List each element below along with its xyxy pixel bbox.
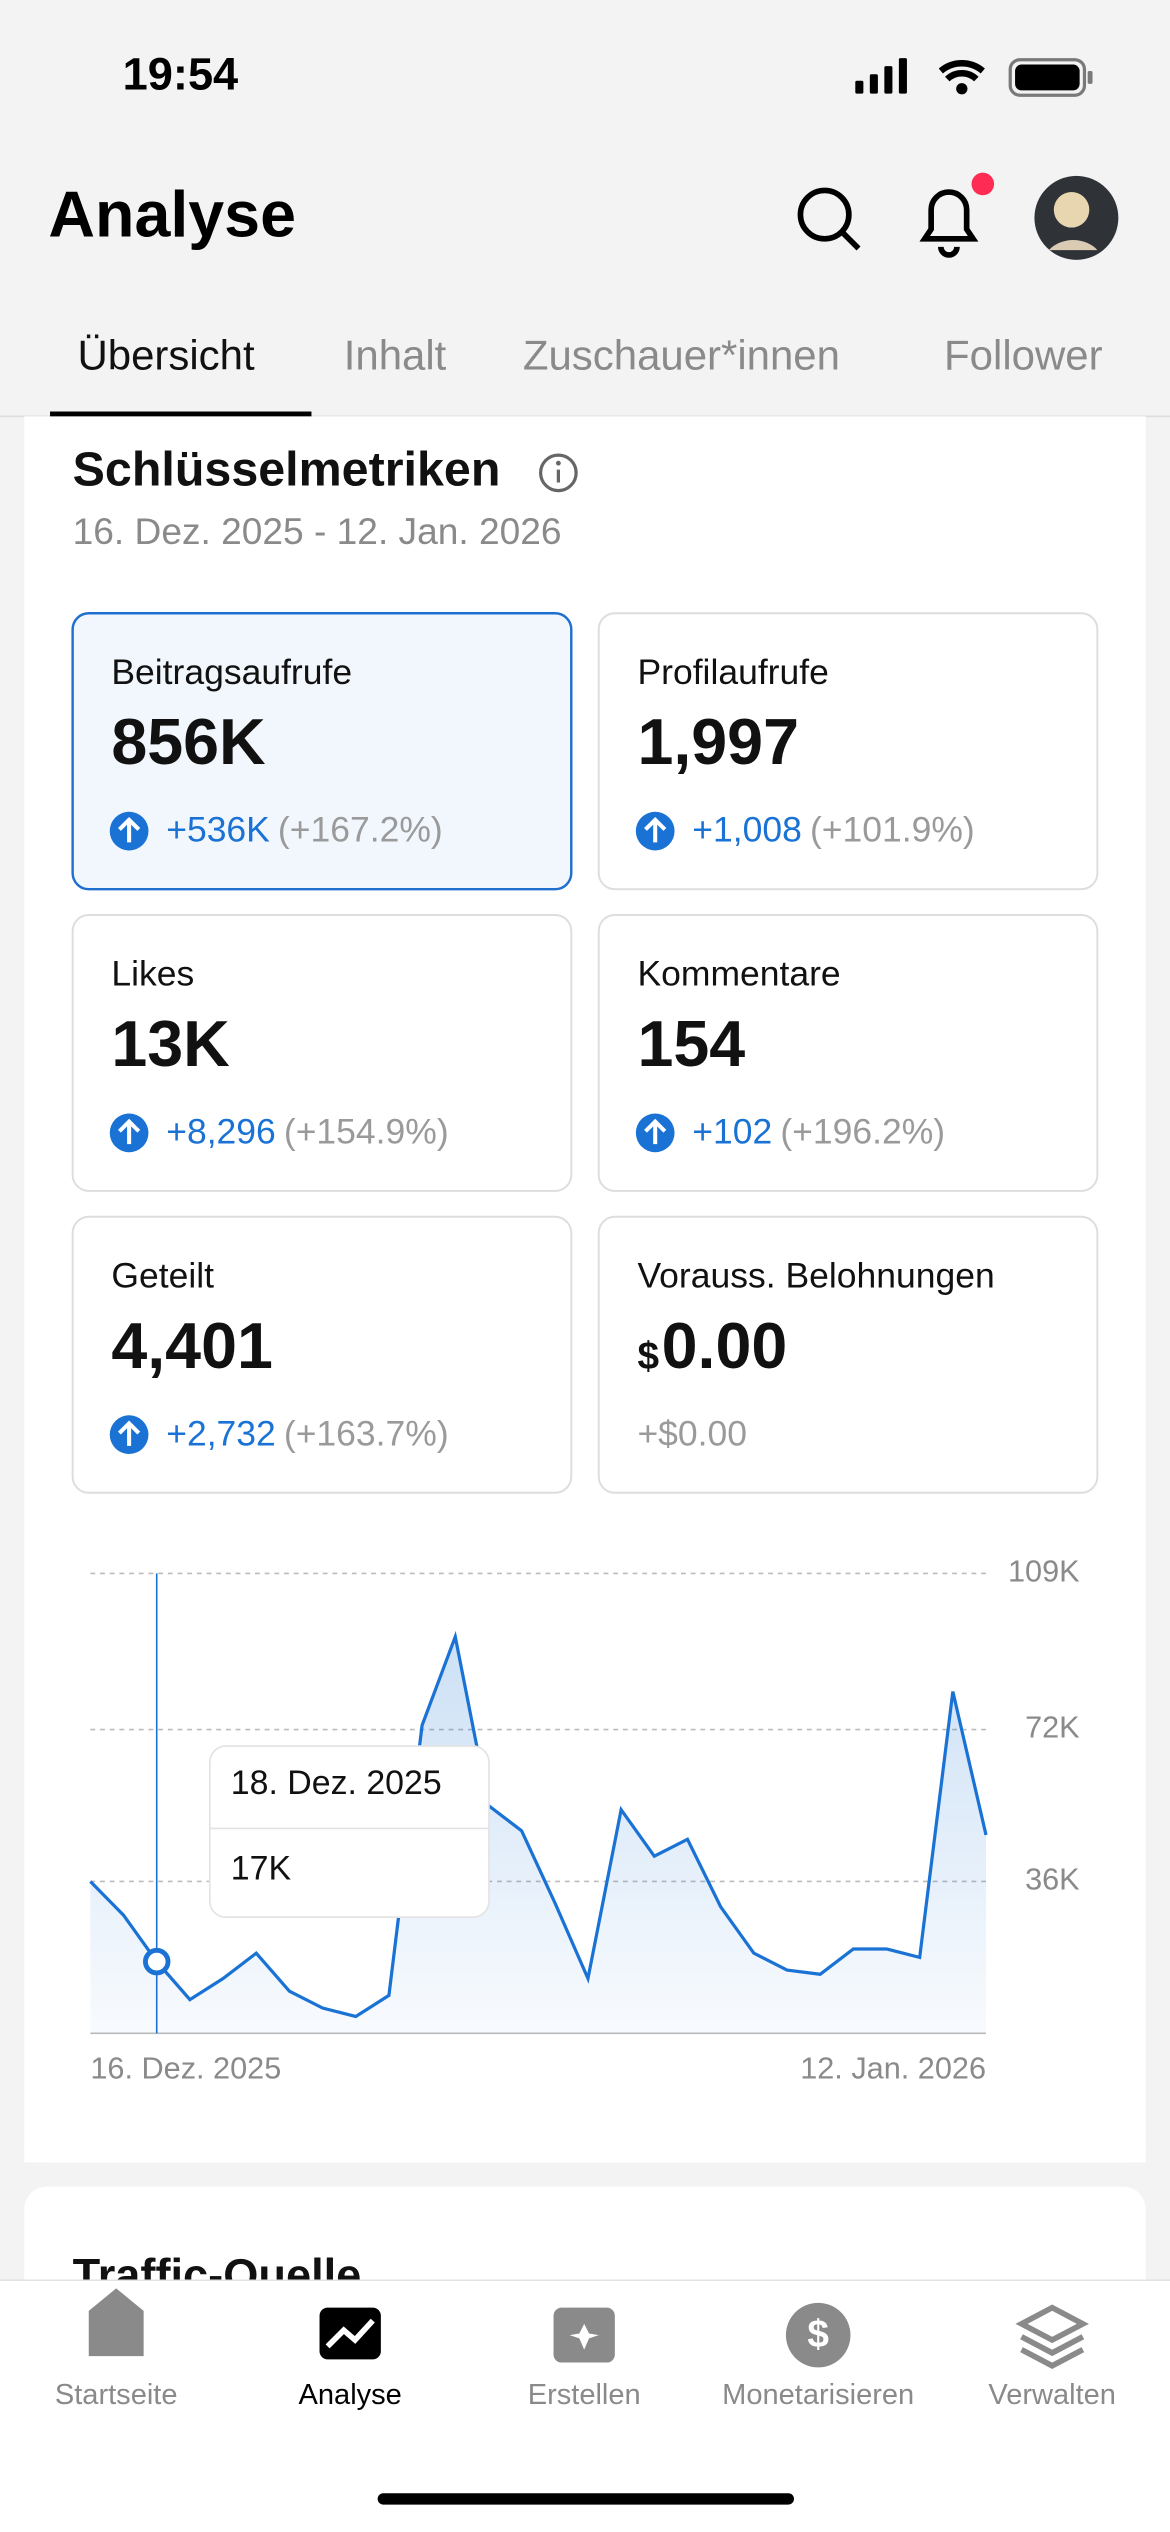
nav-label[interactable]: Verwalten xyxy=(988,2379,1115,2411)
metric-change-pct: (+154.9%) xyxy=(284,1112,449,1152)
nav-label[interactable]: Erstellen xyxy=(528,2379,641,2411)
tab[interactable]: Zuschauer*innen xyxy=(523,331,840,378)
metric-label: Geteilt xyxy=(111,1255,214,1295)
up-arrow xyxy=(644,1118,667,1145)
metric-label: Beitragsaufrufe xyxy=(111,652,352,692)
page-title: Analyse xyxy=(48,179,296,251)
up-arrow xyxy=(118,1420,141,1446)
metric-value: 4,401 xyxy=(111,1310,273,1382)
metric-change-abs: +8,296 xyxy=(166,1112,276,1152)
metric-label: Likes xyxy=(111,954,194,994)
avatar[interactable] xyxy=(1034,175,1119,260)
notification-icon[interactable] xyxy=(919,189,979,258)
metric-value: 856K xyxy=(111,706,266,778)
info-icon[interactable] xyxy=(539,453,578,493)
metric-change-abs: +1,008 xyxy=(692,810,802,850)
metric-change-abs: +536K xyxy=(166,810,270,850)
metric-card[interactable] xyxy=(597,612,1099,891)
metric-label: Vorauss. Belohnungen xyxy=(637,1255,994,1295)
metric-card[interactable] xyxy=(71,1215,573,1494)
home-indicator xyxy=(377,2493,794,2505)
metric-change: +102 (+196.2%) xyxy=(692,1112,945,1152)
metric-change-abs: +2,732 xyxy=(166,1414,276,1454)
metric-value: 154 xyxy=(637,1008,745,1080)
metric-change-pct: (+163.7%) xyxy=(284,1414,449,1454)
metric-change: +1,008 (+101.9%) xyxy=(692,810,974,850)
nav-label[interactable]: Startseite xyxy=(55,2379,178,2411)
tooltip xyxy=(208,1745,490,1918)
metric-card[interactable] xyxy=(71,914,573,1192)
search-icon[interactable] xyxy=(797,187,861,251)
tab[interactable]: Follower xyxy=(944,331,1103,378)
tab[interactable]: Übersicht xyxy=(77,331,254,378)
status-icons xyxy=(855,58,1093,97)
metric-change: +536K (+167.2%) xyxy=(166,810,442,850)
tooltip-date: 18. Dez. 2025 xyxy=(231,1764,442,1802)
metric-label: Kommentare xyxy=(637,954,840,994)
metric-currency: $ xyxy=(637,1335,659,1378)
x-tick-label: 16. Dez. 2025 xyxy=(90,2052,281,2086)
card-bottom xyxy=(24,2130,1146,2163)
metric-label: Profilaufrufe xyxy=(637,652,828,692)
metric-change-pct: (+167.2%) xyxy=(278,810,443,850)
nav-label[interactable]: Monetarisieren xyxy=(722,2379,914,2411)
metric-card[interactable] xyxy=(597,1215,1099,1494)
status-time: 19:54 xyxy=(123,48,239,99)
metric-card[interactable] xyxy=(597,914,1099,1192)
metric-value: 13K xyxy=(111,1008,230,1080)
notification-dot xyxy=(971,172,995,196)
up-arrow xyxy=(118,1118,141,1145)
metric-value: 1,997 xyxy=(637,706,799,778)
nav-label[interactable]: Analyse xyxy=(299,2379,402,2411)
y-tick-label: 109K xyxy=(1008,1555,1080,1589)
metric-change: +2,732 (+163.7%) xyxy=(166,1414,448,1454)
date-range: 16. Dez. 2025 - 12. Jan. 2026 xyxy=(73,510,562,552)
metric-change-pct: (+196.2%) xyxy=(780,1112,945,1152)
tooltip-value: 17K xyxy=(231,1849,292,1887)
metric-change: +$0.00 xyxy=(637,1414,747,1454)
metric-change-abs: +102 xyxy=(692,1112,772,1152)
svg-text:$: $ xyxy=(807,2313,829,2356)
y-tick-label: 36K xyxy=(1025,1863,1080,1897)
up-arrow xyxy=(118,816,141,843)
area xyxy=(90,1636,987,2034)
highlight-point xyxy=(143,1947,171,1976)
y-tick-label: 72K xyxy=(1025,1711,1080,1745)
x-tick-label: 12. Jan. 2026 xyxy=(800,2052,986,2086)
tab[interactable]: Inhalt xyxy=(344,331,447,378)
metric-change: +8,296 (+154.9%) xyxy=(166,1112,448,1152)
metric-value: 0.00 xyxy=(662,1310,788,1382)
tab-indicator xyxy=(50,411,312,417)
line xyxy=(89,1630,988,2019)
up-arrow xyxy=(644,816,667,843)
metric-change-pct: (+101.9%) xyxy=(810,810,975,850)
section-title: Schlüsselmetriken xyxy=(73,443,501,497)
metric-card[interactable] xyxy=(71,612,573,891)
nav-icons: $ xyxy=(88,2288,1089,2369)
